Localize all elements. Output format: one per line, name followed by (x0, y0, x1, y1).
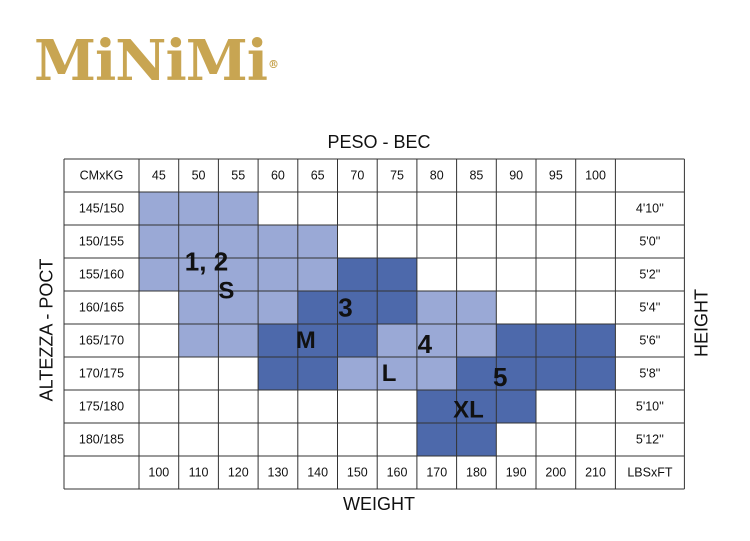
kg-tick-label: 80 (430, 169, 444, 183)
lbs-tick-label: 110 (189, 466, 209, 480)
kg-tick-label: 60 (271, 169, 285, 183)
size-number-label: 1, 2 (185, 246, 228, 276)
size-letter-label: L (382, 360, 397, 387)
cm-tick-label: 165/170 (79, 334, 124, 348)
ft-tick-label: 5'2'' (639, 268, 660, 282)
ft-tick-label: 5'10'' (636, 400, 664, 414)
cm-tick-label: 145/150 (79, 202, 124, 216)
size-number-label: 5 (493, 362, 507, 392)
size-region-m (258, 324, 378, 357)
size-letter-label: M (296, 327, 316, 354)
minimi-logo: MiNiMi® (34, 28, 279, 94)
ft-tick-label: 5'6'' (639, 334, 660, 348)
kg-tick-label: 50 (192, 169, 206, 183)
lbs-tick-label: 210 (585, 466, 606, 480)
kg-tick-label: 75 (390, 169, 404, 183)
size-region-s (178, 291, 298, 324)
kg-tick-label: 95 (549, 169, 563, 183)
cm-tick-label: 150/155 (79, 235, 124, 249)
top-axis-label: PESO - BEC (327, 132, 431, 152)
lbs-tick-label: 120 (228, 466, 249, 480)
lbs-tick-label: 170 (426, 466, 447, 480)
size-region-xl (416, 390, 536, 423)
cm-tick-label: 175/180 (79, 400, 124, 414)
size-region-m (297, 291, 417, 324)
kg-tick-label: 70 (350, 169, 364, 183)
ft-tick-label: 5'8'' (639, 367, 660, 381)
size-region-s (139, 225, 338, 258)
lbs-tick-label: 150 (347, 466, 368, 480)
corner-bottom-label: LBSxFT (627, 466, 673, 480)
cm-tick-label: 155/160 (79, 268, 124, 282)
lbs-tick-label: 130 (268, 466, 289, 480)
size-region-s (139, 192, 259, 225)
kg-tick-label: 85 (469, 169, 483, 183)
size-region-xl (496, 324, 616, 357)
size-letter-label: XL (453, 396, 484, 423)
lbs-tick-label: 160 (387, 466, 408, 480)
size-number-label: 4 (418, 329, 433, 359)
cm-tick-label: 180/185 (79, 433, 124, 447)
lbs-tick-label: 100 (148, 466, 169, 480)
kg-tick-label: 100 (585, 169, 606, 183)
size-region-l (337, 357, 457, 390)
kg-tick-label: 65 (311, 169, 325, 183)
lbs-tick-label: 140 (307, 466, 328, 480)
ft-tick-label: 5'0'' (639, 235, 660, 249)
corner-top-label: CMxKG (80, 169, 124, 183)
kg-tick-label: 45 (152, 169, 166, 183)
size-number-label: 3 (338, 293, 352, 323)
lbs-tick-label: 200 (545, 466, 566, 480)
ft-tick-label: 5'12'' (636, 433, 664, 447)
size-region-l (377, 324, 497, 357)
ft-tick-label: 4'10'' (636, 202, 664, 216)
lbs-tick-label: 180 (466, 466, 487, 480)
kg-tick-label: 55 (231, 169, 245, 183)
kg-tick-label: 90 (509, 169, 523, 183)
size-letter-label: S (218, 278, 234, 305)
bottom-axis-label: WEIGHT (343, 494, 415, 514)
ft-tick-label: 5'4'' (639, 301, 660, 315)
cm-tick-label: 160/165 (79, 301, 124, 315)
size-region-s (139, 258, 338, 291)
cm-tick-label: 170/175 (79, 367, 124, 381)
lbs-tick-label: 190 (506, 466, 527, 480)
